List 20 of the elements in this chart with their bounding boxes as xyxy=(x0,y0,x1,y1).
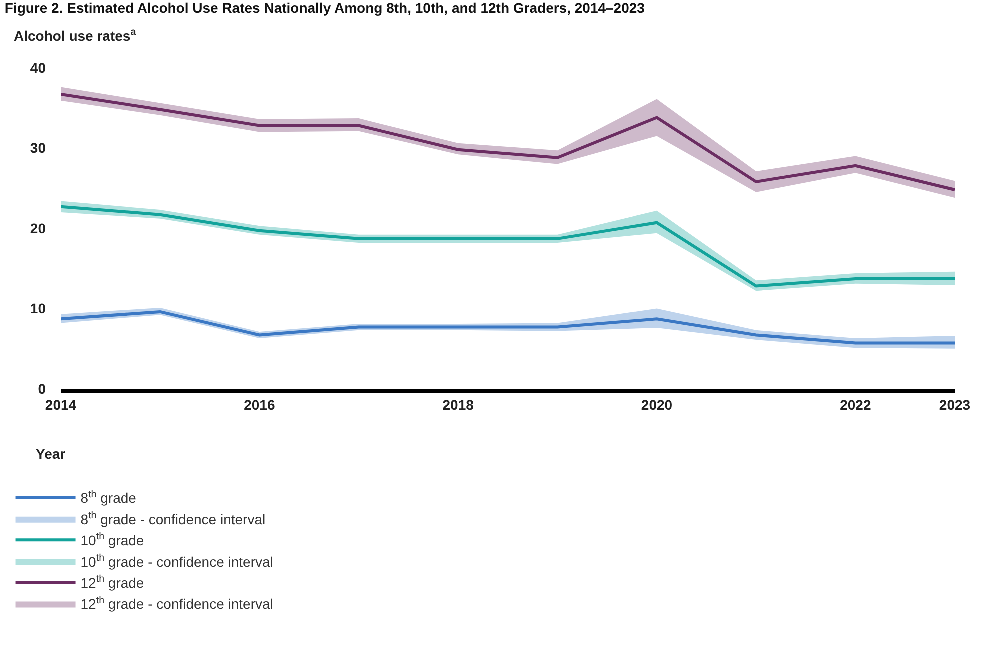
legend-label: 12$^{th}$ grade xyxy=(80,574,144,591)
y-tick-label: 20 xyxy=(30,220,46,236)
x-axis-title: Year xyxy=(36,446,66,462)
x-tick-label: 2014 xyxy=(45,396,77,413)
x-tick-label: 2022 xyxy=(840,396,872,413)
y-axis-title: Alcohol use rates$^{a}$ xyxy=(14,27,137,44)
text: 8$^{th}$ grade - confidence interval xyxy=(80,510,266,528)
x-tick-label: 2016 xyxy=(244,396,276,413)
text: 10$^{th}$ grade - confidence interval xyxy=(80,552,274,570)
x-tick-label: 2018 xyxy=(442,396,474,413)
x-tick-label: 2023 xyxy=(939,396,971,413)
x-tick-label: 2020 xyxy=(641,396,673,413)
chart-title: Figure 2. Estimated Alcohol Use Rates Nationally Among 8th, 10th, and 12th Graders, 2014–2023 xyxy=(4,0,646,16)
y-tick-label: 40 xyxy=(30,60,46,76)
y-tick-label: 10 xyxy=(30,300,46,317)
y-tick-label: 0 xyxy=(38,380,46,397)
legend-label: 10$^{th}$ grade xyxy=(80,532,144,549)
legend-label: 8$^{th}$ grade xyxy=(80,489,137,506)
y-tick-label: 30 xyxy=(30,140,46,156)
text: 12$^{th}$ grade - confidence interval xyxy=(80,595,274,612)
